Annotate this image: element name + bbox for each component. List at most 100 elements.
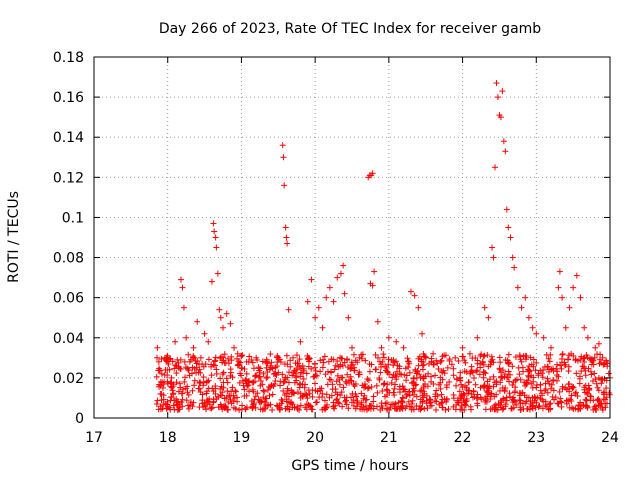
scatter-point-background [374,354,381,361]
scatter-point-background [185,391,192,398]
scatter-point [444,364,451,371]
scatter-point-background [342,378,349,385]
scatter-point-background [336,400,343,407]
scatter-point [494,94,501,101]
scatter-point [489,244,496,251]
scatter-point-background [154,397,161,404]
scatter-point-background [392,381,399,388]
scatter-point-background [187,401,194,408]
scatter-point-background [336,381,343,388]
scatter-point-background [512,388,519,395]
scatter-point-background [602,396,609,403]
scatter-point [275,354,282,361]
scatter-point-background [587,368,594,375]
scatter-point-background [405,364,412,371]
scatter-point-background [445,406,452,413]
scatter-point-background [364,376,371,383]
scatter-point-background [389,374,396,381]
scatter-point-background [414,367,421,374]
scatter-point [522,294,529,301]
scatter-point-background [491,379,498,386]
scatter-point [505,224,512,231]
scatter-point-background [332,362,339,369]
scatter-point [290,354,297,361]
scatter-point-background [456,388,463,395]
scatter-point-background [471,374,478,381]
scatter-point-background [459,406,466,413]
scatter-point [419,330,426,337]
scatter-point [197,354,204,361]
scatter-point-background [208,372,215,379]
scatter-point-background [287,357,294,364]
scatter-point-background [199,391,206,398]
scatter-point-background [351,367,358,374]
scatter-point-background [480,361,487,368]
scatter-point-background [199,400,206,407]
scatter-point-background [430,380,437,387]
scatter-point [175,364,182,371]
scatter-point-background [297,365,304,372]
scatter-point-background [203,399,210,406]
scatter-point-background [484,352,491,359]
scatter-point-background [220,379,227,386]
scatter-point-background [525,366,532,373]
scatter-point-background [487,358,494,365]
scatter-point-background [558,365,565,372]
scatter-point [214,270,221,277]
scatter-point-background [582,389,589,396]
scatter-point-background [433,398,440,405]
scatter-point-background [377,369,384,376]
scatter-point-background [406,369,413,376]
scatter-point-background [321,353,328,360]
y-tick-label: 0.16 [53,90,84,106]
scatter-point-background [288,399,295,406]
scatter-point-background [225,355,232,362]
scatter-point-background [405,398,412,405]
scatter-point-background [438,357,445,364]
scatter-point-background [517,356,524,363]
scatter-point-background [544,363,551,370]
scatter-point [356,354,363,361]
scatter-point-background [296,356,303,363]
scatter-point [378,344,385,351]
scatter-point-background [398,397,405,404]
scatter-point-background [602,404,609,411]
scatter-point [573,272,580,279]
scatter-point-background [157,406,164,413]
scatter-point-background [539,374,546,381]
scatter-point [556,268,563,275]
scatter-point-background [539,396,546,403]
x-tick-label: 19 [233,430,251,446]
scatter-point-background [264,360,271,367]
scatter-point-background [307,403,314,410]
scatter-point [340,262,347,269]
scatter-point [208,278,215,285]
scatter-point [459,344,466,351]
scatter-point-background [493,391,500,398]
scatter-point-background [297,373,304,380]
scatter-point-background [326,394,333,401]
scatter-point-background [434,392,441,399]
scatter-point-background [581,386,588,393]
scatter-point-background [343,380,350,387]
scatter-point-background [532,395,539,402]
scatter-point-background [176,380,183,387]
scatter-point-background [544,375,551,382]
scatter-point-background [351,364,358,371]
scatter-point [514,284,521,291]
scatter-point [562,324,569,331]
scatter-point-background [385,361,392,368]
scatter-point-background [462,359,469,366]
scatter-point-background [523,398,530,405]
scatter-point-background [256,373,263,380]
scatter-point [217,314,224,321]
scatter-point-background [472,354,479,361]
plot-axes: 17 18 19 20 21 22 23 24 0 0.02 0.04 0.06 0.08 0.1 0.12… [53,50,619,446]
scatter-point-background [450,365,457,372]
scatter-point-background [477,384,484,391]
scatter-point-background [337,363,344,370]
scatter-point-background [393,376,400,383]
scatter-point-background [481,369,488,376]
scatter-point-background [383,392,390,399]
scatter-point-background [249,379,256,386]
